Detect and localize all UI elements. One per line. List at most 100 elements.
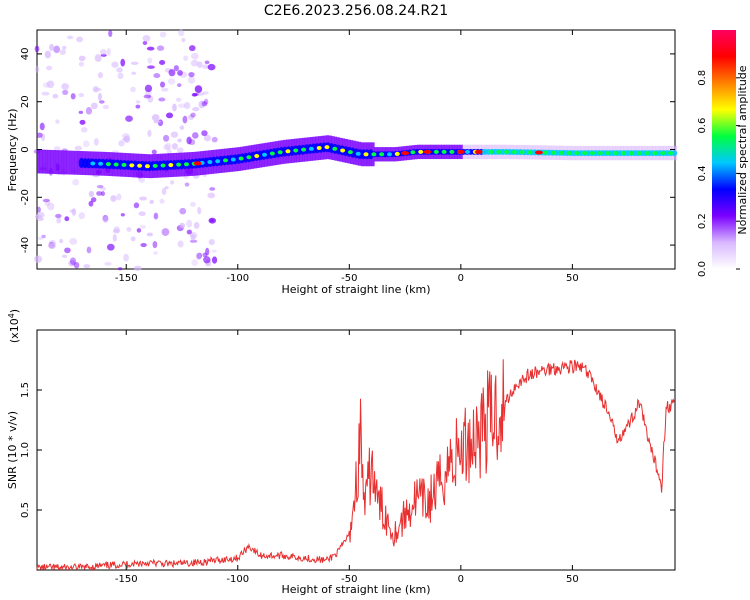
peak-max-cell <box>193 161 202 166</box>
noise-cell <box>147 95 154 103</box>
chart-title: C2E6.2023.256.08.24.R21 <box>264 3 448 19</box>
x-tick-label: -100 <box>226 574 249 585</box>
peak-max-cell <box>534 150 543 155</box>
snr-panel: -150 -100 -50 0 50 0.5 1.0 1.5 Height of straig… <box>6 309 676 596</box>
noise-cell <box>117 267 123 271</box>
peak-cell <box>355 151 361 156</box>
band-cell <box>71 150 75 175</box>
noise-cell <box>191 52 199 60</box>
peak-cell <box>285 149 291 154</box>
noise-cell <box>106 243 115 251</box>
noise-cell <box>49 43 55 51</box>
noise-cell <box>53 45 61 54</box>
noise-cell <box>161 187 167 196</box>
noise-cell <box>182 115 188 124</box>
y-tick-label: 20 <box>20 95 31 108</box>
peak-cell <box>379 152 385 157</box>
colorbar-tick-label: 0.8 <box>697 70 708 86</box>
snr-series-line <box>36 359 675 572</box>
noise-cell <box>97 92 102 101</box>
colorbar-gradient <box>712 30 736 269</box>
noise-cell <box>36 212 45 219</box>
noise-cell <box>170 180 175 185</box>
noise-cell <box>198 100 205 109</box>
noise-cell <box>139 196 147 201</box>
peak-cell <box>121 162 127 167</box>
peak-max-cell <box>474 149 483 154</box>
noise-cell <box>56 217 62 224</box>
noise-cell <box>192 92 199 97</box>
noise-cell <box>100 53 107 57</box>
band-cell <box>55 150 59 175</box>
noise-cell <box>197 206 202 215</box>
noise-cell <box>36 132 43 138</box>
peak-cell <box>652 151 658 156</box>
noise-cell <box>68 260 76 267</box>
noise-cell <box>120 58 126 67</box>
peak-cell <box>262 152 268 157</box>
noise-cell <box>123 253 129 262</box>
noise-cell <box>59 238 64 244</box>
noise-cell <box>179 207 187 215</box>
peak-cell <box>558 150 564 155</box>
noise-cell <box>99 49 107 56</box>
noise-cell <box>192 132 199 139</box>
noise-cell <box>45 65 53 71</box>
noise-cell <box>194 85 203 94</box>
colorbar-tick-label: 0.6 <box>697 118 708 134</box>
noise-cell <box>125 115 133 122</box>
noise-cell <box>208 217 217 224</box>
noise-cell <box>94 54 102 62</box>
noise-cell <box>153 120 161 124</box>
peak-max-cell <box>423 149 432 154</box>
y-tick-label: -20 <box>20 189 31 205</box>
noise-cell <box>190 233 196 241</box>
noise-cell <box>159 31 167 38</box>
noise-cell <box>46 80 55 89</box>
noise-cell <box>118 140 125 147</box>
noise-cell <box>34 255 43 263</box>
noise-cell <box>177 240 184 248</box>
noise-cell <box>130 61 139 65</box>
peak-cell <box>363 152 369 157</box>
noise-cell <box>67 35 74 40</box>
peak-cell <box>324 145 330 150</box>
peak-cell <box>215 159 221 164</box>
peak-cell <box>605 151 611 156</box>
noise-cell <box>76 36 84 43</box>
noise-cell <box>73 261 80 269</box>
peak-cell <box>371 152 377 157</box>
noise-cell <box>61 254 68 259</box>
noise-cell <box>190 201 196 207</box>
noise-cell <box>175 97 182 102</box>
noise-cell <box>151 114 160 122</box>
noise-cell <box>120 213 125 217</box>
noise-cell <box>159 198 165 204</box>
noise-cell <box>42 198 51 203</box>
noise-cell <box>112 234 117 242</box>
noise-cell <box>104 261 112 266</box>
noise-cell <box>170 131 179 138</box>
noise-cell <box>41 91 50 96</box>
band-cell <box>45 149 49 174</box>
noise-cell <box>184 182 190 187</box>
peak-cell <box>293 148 299 153</box>
noise-cell <box>163 144 171 151</box>
peak-cell <box>441 149 447 154</box>
peak-cell <box>144 164 150 169</box>
noise-cell <box>59 49 66 56</box>
noise-cell <box>85 107 93 115</box>
peak-cell <box>168 163 174 168</box>
peak-cell <box>433 149 439 154</box>
peak-cell <box>98 161 104 166</box>
noise-cell <box>64 247 71 254</box>
y-tick-label: -40 <box>20 237 31 253</box>
noise-cell <box>52 93 59 99</box>
noise-cell <box>62 89 69 96</box>
noise-cell <box>171 143 178 150</box>
noise-cell <box>97 72 103 79</box>
noise-cell <box>176 147 184 153</box>
band-cell <box>66 150 70 175</box>
noise-cell <box>106 47 111 56</box>
noise-cell <box>136 228 142 233</box>
